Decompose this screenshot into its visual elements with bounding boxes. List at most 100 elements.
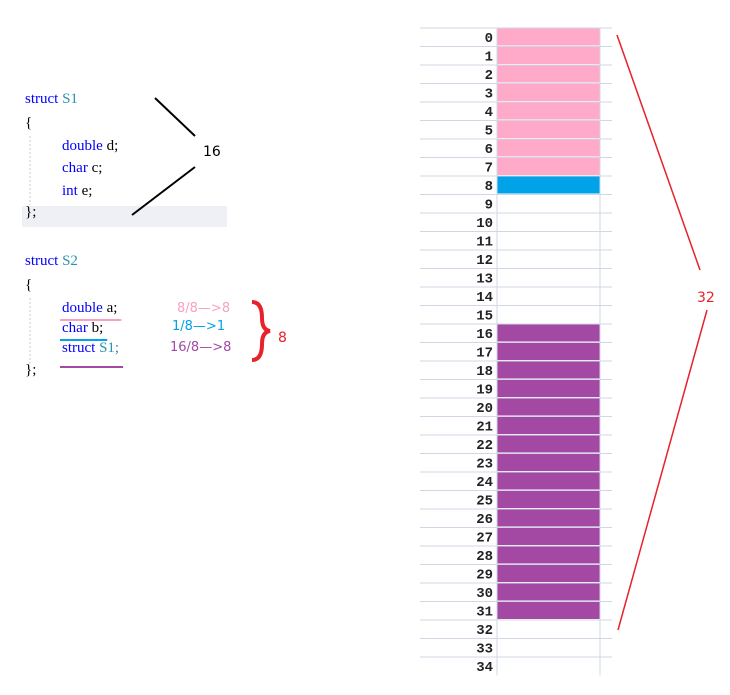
row-label: 24 (476, 475, 493, 491)
code-line: struct S2 (25, 253, 78, 269)
memory-cell (497, 453, 600, 471)
code-token: S2 (58, 253, 78, 269)
row-label: 30 (476, 586, 493, 602)
memory-cell (497, 176, 600, 194)
row-label: 9 (485, 198, 493, 214)
row-label: 13 (476, 272, 493, 288)
code-token: d; (103, 138, 118, 154)
memory-cell (497, 324, 600, 342)
code-line: { (25, 277, 32, 293)
code-token: S1 (58, 91, 78, 107)
memory-cell (497, 435, 600, 453)
memory-cell (497, 601, 600, 619)
memory-cell (497, 398, 600, 416)
memory-cell (497, 342, 600, 360)
total-size: 32 (697, 290, 715, 306)
code-token: b; (88, 320, 103, 336)
row-label: 14 (476, 290, 493, 306)
range-line (617, 309, 708, 631)
memory-cell (497, 120, 600, 138)
row-label: 5 (485, 124, 493, 140)
row-label: 4 (485, 105, 493, 121)
s2-size: 8 (278, 330, 287, 346)
pointer-line (154, 97, 196, 137)
row-label: 1 (485, 50, 493, 66)
code-token: e; (78, 183, 93, 199)
memory-cell (497, 527, 600, 545)
row-label: 32 (476, 623, 493, 639)
row-label: 19 (476, 383, 493, 399)
pointer-line (131, 166, 196, 216)
range-line (616, 34, 701, 271)
memory-cell (497, 361, 600, 379)
memory-cell (497, 157, 600, 175)
code-token: struct (25, 91, 59, 107)
row-label: 11 (476, 235, 493, 251)
member-size: 16/8—>8 (170, 340, 231, 355)
row-label: 16 (476, 327, 493, 343)
code-line: struct S1; (62, 340, 119, 356)
row-label: 31 (476, 605, 493, 621)
row-label: 29 (476, 568, 493, 584)
code-line: struct S1 (25, 91, 78, 107)
code-token: S1; (95, 340, 119, 356)
row-label: 34 (476, 660, 493, 676)
row-label: 12 (476, 253, 493, 269)
row-label: 3 (485, 87, 493, 103)
code-token: double (62, 138, 103, 154)
row-label: 22 (476, 438, 493, 454)
row-label: 28 (476, 549, 493, 565)
row-label: 20 (476, 401, 493, 417)
code-token: int (62, 183, 79, 199)
memory-cell (497, 564, 600, 582)
memory-cell (497, 546, 600, 564)
row-label: 27 (476, 531, 493, 547)
row-label: 33 (476, 642, 493, 658)
code-token: }; (25, 204, 36, 220)
code-line: char c; (62, 160, 102, 176)
memory-cell (497, 83, 600, 101)
memory-cell (497, 139, 600, 157)
row-label: 17 (476, 346, 493, 362)
row-label: 23 (476, 457, 493, 473)
code-token: { (25, 277, 32, 293)
code-line: int e; (62, 183, 92, 199)
member-size: 8/8—>8 (177, 301, 230, 316)
memory-cell (497, 472, 600, 490)
row-label: 10 (476, 216, 493, 232)
row-label: 15 (476, 309, 493, 325)
memory-cell (497, 416, 600, 434)
brace (251, 300, 271, 362)
member-size: 1/8—>1 (172, 319, 225, 334)
memory-cell (497, 583, 600, 601)
code-line: char b; (62, 320, 103, 336)
memory-cell (497, 490, 600, 508)
code-token: a; (103, 300, 118, 316)
memory-cell (497, 28, 600, 46)
memory-cell (497, 46, 600, 64)
line-highlight (22, 206, 227, 227)
code-token: char (62, 320, 88, 336)
code-line: { (25, 115, 32, 131)
code-line: double d; (62, 138, 118, 154)
code-token: c; (88, 160, 103, 176)
s1-size: 16 (203, 144, 221, 160)
code-token: char (62, 160, 88, 176)
memory-cell (497, 102, 600, 120)
code-line: }; (25, 204, 36, 220)
code-line: double a; (62, 300, 117, 316)
row-label: 8 (485, 179, 493, 195)
memory-grid: 0123456789101112131415161718192021222324… (420, 27, 612, 676)
row-label: 6 (485, 142, 493, 158)
row-label: 21 (476, 420, 493, 436)
memory-cell (497, 65, 600, 83)
row-label: 7 (485, 161, 493, 177)
row-label: 25 (476, 494, 493, 510)
memory-cell (497, 379, 600, 397)
code-token: }; (25, 362, 36, 378)
row-label: 18 (476, 364, 493, 380)
code-token: struct (62, 340, 96, 356)
memory-cell (497, 509, 600, 527)
code-token: double (62, 300, 103, 316)
code-token: { (25, 115, 32, 131)
